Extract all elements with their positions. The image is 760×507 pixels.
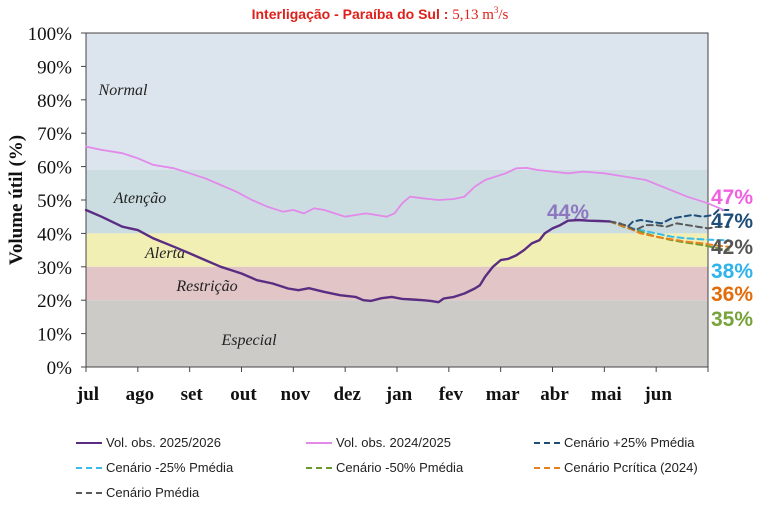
zone-band-0 (86, 33, 708, 170)
x-tick-label-4: nov (281, 384, 311, 405)
zone-label-1: Atenção (113, 190, 166, 207)
zone-label-2: Alerta (144, 245, 185, 262)
series-line-6 (608, 220, 730, 232)
zone-band-2 (86, 233, 708, 267)
y-tick-label-4: 40% (37, 224, 72, 245)
y-tick-label-5: 50% (37, 191, 72, 212)
zone-band-3 (86, 266, 708, 301)
title-value: 5,13 m3/s (452, 5, 509, 23)
end-label-2: 42% (711, 236, 753, 259)
series-line-1 (85, 145, 725, 218)
x-tick-label-10: mai (591, 384, 622, 405)
x-tick-label-5: dez (333, 384, 361, 405)
x-tick-label-3: out (230, 384, 257, 405)
title-unit-sup: 3 (493, 5, 499, 15)
y-tick-label-3: 30% (37, 258, 72, 279)
x-tick-label-8: mar (486, 384, 520, 405)
zone-band-4 (86, 300, 708, 367)
title-main: Interligação - Paraíba do Sul : (251, 6, 449, 22)
x-tick-label-6: jan (385, 384, 413, 405)
series-line-0 (84, 208, 611, 304)
title-value-number: 5,13 m (452, 7, 494, 23)
y-tick-label-7: 70% (37, 124, 72, 145)
y-axis-label: Volume útil (%) (6, 135, 27, 265)
x-tick-label-0: jul (76, 384, 99, 405)
zone-band-1 (86, 169, 708, 234)
series-line-5 (608, 220, 730, 248)
zone-label-0: Normal (98, 82, 148, 99)
current-value-annotation: 44% (547, 201, 589, 224)
y-tick-label-8: 80% (37, 91, 72, 112)
y-tick-label-10: 100% (28, 24, 73, 45)
x-tick-label-9: abr (540, 384, 569, 405)
y-tick-label-1: 10% (37, 325, 72, 346)
y-tick-label-6: 60% (37, 158, 72, 179)
end-label-0: 47% (711, 186, 753, 209)
end-label-4: 36% (711, 283, 753, 306)
chart-title: Interligação - Paraíba do Sul : 5,13 m3/… (0, 1, 760, 24)
x-tick-label-2: set (181, 384, 204, 405)
end-label-1: 47% (711, 210, 753, 233)
end-label-5: 35% (711, 308, 753, 331)
y-tick-label-0: 0% (47, 358, 73, 379)
x-tick-label-11: jun (643, 384, 672, 405)
y-tick-label-2: 20% (37, 291, 72, 312)
y-tick-label-9: 90% (37, 57, 72, 78)
x-tick-label-1: ago (126, 384, 155, 405)
zone-label-4: Especial (220, 332, 277, 349)
zone-label-3: Restrição (175, 278, 237, 295)
x-tick-label-7: fev (439, 384, 464, 405)
end-label-3: 38% (711, 260, 753, 283)
title-unit-tail: /s (498, 7, 509, 23)
